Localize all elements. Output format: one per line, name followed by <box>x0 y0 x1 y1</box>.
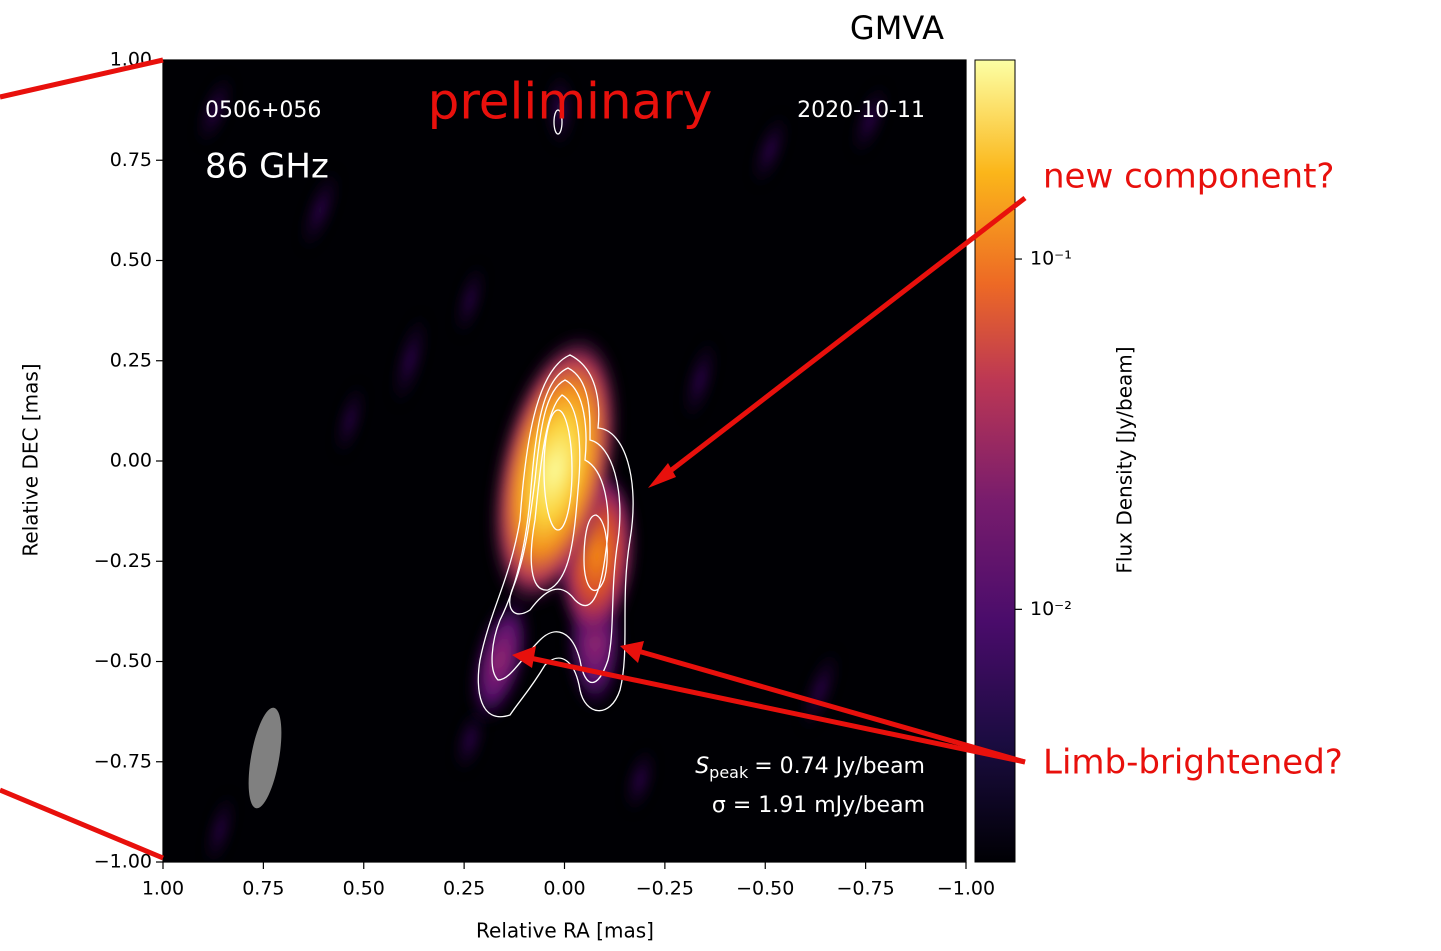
x-tick-label: 0.25 <box>443 878 485 900</box>
x-tick-label: 1.00 <box>142 878 184 900</box>
x-tick-label: −0.50 <box>736 878 794 900</box>
y-tick-label: −1.00 <box>94 851 152 873</box>
faint-streaks <box>197 70 888 862</box>
source-name: 0506+056 <box>205 98 321 123</box>
colorbar-label: Flux Density [Jy/beam] <box>1113 346 1137 573</box>
y-tick-label: −0.25 <box>94 550 152 572</box>
x-axis: 1.00 0.75 0.50 0.25 0.00 −0.25 −0.50 −0.75 −1.00 <box>142 862 995 900</box>
frequency: 86 GHz <box>205 147 329 187</box>
source <box>470 332 636 724</box>
peak-flux: Speak = 0.74 Jy/beam <box>695 754 925 782</box>
x-tick-label: −0.25 <box>636 878 694 900</box>
colorbar-tick-label: 10⁻¹ <box>1030 248 1072 270</box>
beam <box>248 707 282 809</box>
contours <box>477 109 634 718</box>
y-tick-label: 0.75 <box>110 149 152 171</box>
image <box>197 70 888 862</box>
x-tick-label: 0.75 <box>242 878 284 900</box>
y-axis: 1.000.750.500.250.00−0.25−0.50−0.75−1.00 <box>94 49 163 873</box>
noise: σ = 1.91 mJy/beam <box>712 793 925 818</box>
x-tick-label: −1.00 <box>937 878 995 900</box>
peak-symbol: S <box>695 754 709 779</box>
date: 2020-10-11 <box>797 98 925 123</box>
colorbar <box>974 59 1016 863</box>
y-tick-label: −0.50 <box>94 650 152 672</box>
y-tick-label: 0.50 <box>110 249 152 271</box>
x-tick-label: 0.50 <box>343 878 385 900</box>
arrows <box>0 57 1027 861</box>
y-tick-label: −0.75 <box>94 750 152 772</box>
colorbar-tick-label: 10⁻² <box>1030 598 1072 620</box>
limb-note: Limb-brightened? <box>1043 743 1343 783</box>
chart-title: GMVA <box>850 9 944 47</box>
y-axis-label: Relative DEC [mas] <box>19 363 43 556</box>
x-tick-label: −0.75 <box>837 878 895 900</box>
peak-subscript: peak <box>709 763 749 782</box>
x-tick-label: 0.00 <box>543 878 585 900</box>
x-axis-label: Relative RA [mas] <box>476 919 654 943</box>
status: preliminary <box>428 73 713 131</box>
peak-text: = 0.74 Jy/beam <box>754 754 925 779</box>
new-component-note: new component? <box>1043 157 1334 197</box>
y-tick-label: 0.25 <box>110 349 152 371</box>
y-tick-label: 0.00 <box>110 450 152 472</box>
colorbar-axis: 10⁻² 10⁻¹ <box>1015 248 1072 620</box>
